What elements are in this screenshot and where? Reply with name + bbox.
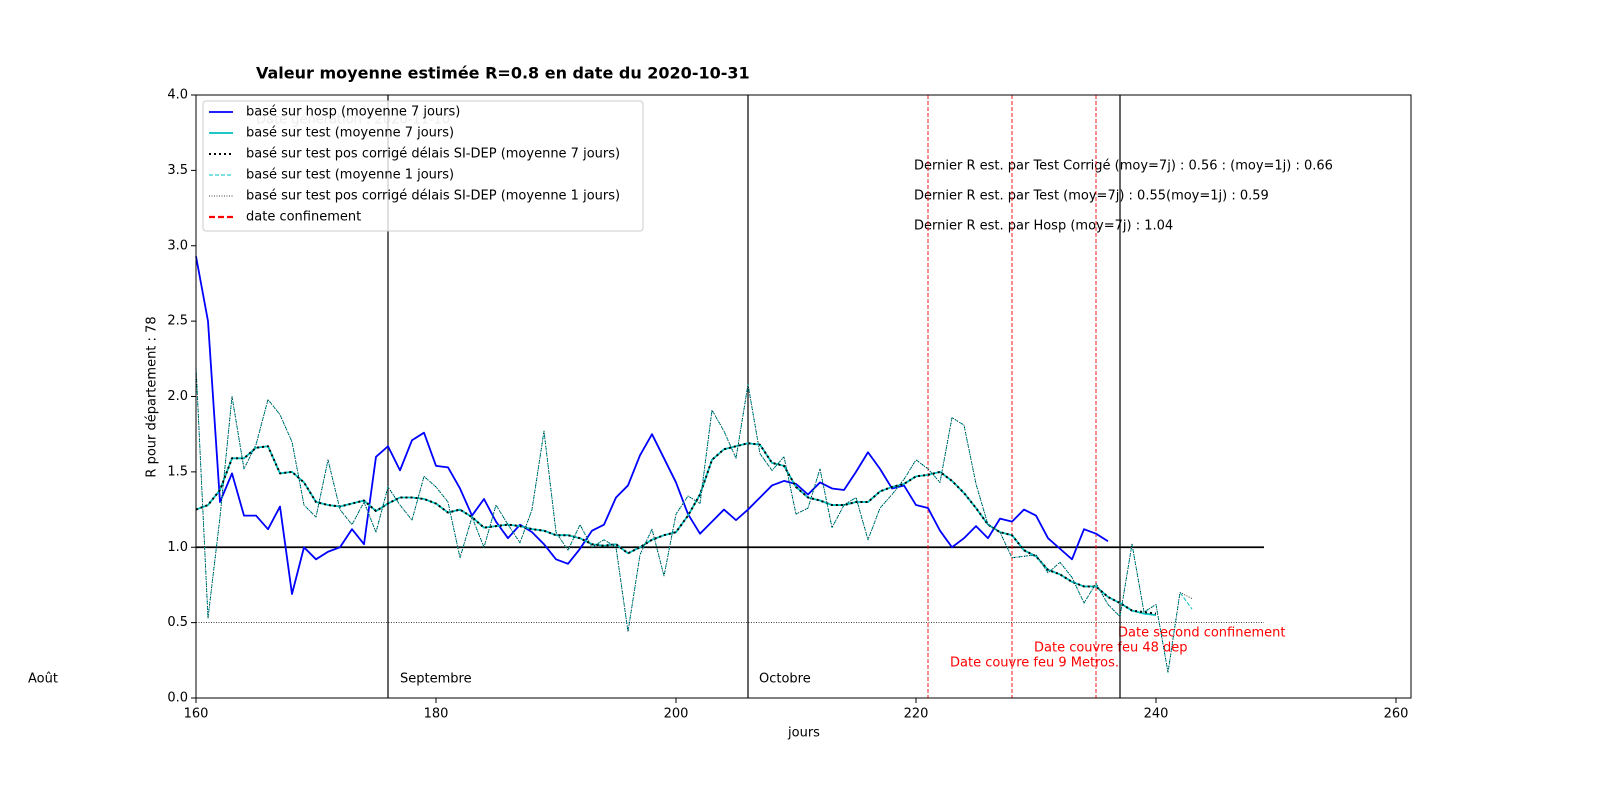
plot-frame	[195, 94, 1412, 699]
summary-text: Dernier R est. par Hosp (moy=7j) : 1.04	[914, 219, 1173, 234]
y-tick-label: 1.5	[167, 464, 188, 479]
summary-text: Dernier R est. par Test (moy=7j) : 0.55(…	[914, 189, 1269, 204]
legend-box	[202, 100, 644, 232]
annotation: Date couvre feu 48 dep	[1034, 641, 1188, 656]
x-tick-label: 200	[664, 707, 689, 722]
legend-label: basé sur test pos corrigé délais SI-DEP …	[246, 189, 620, 204]
summary-text: Dernier R est. par Test Corrigé (moy=7j)…	[914, 159, 1333, 174]
y-tick-label: 4.0	[167, 88, 188, 103]
legend-label: basé sur test (moyenne 7 jours)	[246, 126, 454, 141]
legend-label: basé sur hosp (moyenne 7 jours)	[246, 105, 460, 120]
month-label: Septembre	[400, 672, 472, 687]
legend-label: basé sur test pos corrigé délais SI-DEP …	[246, 147, 620, 162]
x-tick-label: 260	[1384, 707, 1409, 722]
annotation: Date second confinement	[1118, 626, 1285, 641]
series-line	[195, 256, 1109, 595]
y-tick-label: 2.0	[167, 389, 188, 404]
x-axis-label: jours	[787, 726, 820, 741]
month-label: Août	[28, 672, 58, 687]
month-label: Octobre	[759, 672, 811, 687]
x-tick-label: 240	[1144, 707, 1169, 722]
y-tick-label: 1.0	[167, 540, 188, 555]
y-tick-label: 0.5	[167, 615, 188, 630]
x-tick-label: 160	[184, 707, 209, 722]
legend-label: date confinement	[246, 210, 361, 225]
y-tick-label: 0.0	[167, 691, 188, 706]
y-axis-label: R pour département : 78	[145, 316, 160, 477]
annotation: Date couvre feu 9 Metros.	[950, 656, 1119, 671]
y-tick-label: 2.5	[167, 314, 188, 329]
x-tick-label: 180	[424, 707, 449, 722]
chart-title: Valeur moyenne estimée R=0.8 en date du …	[256, 64, 750, 83]
x-tick-label: 220	[904, 707, 929, 722]
y-tick-label: 3.5	[167, 163, 188, 178]
legend-label: basé sur test (moyenne 1 jours)	[246, 168, 454, 183]
series-line	[195, 366, 1193, 673]
y-tick-label: 3.0	[167, 238, 188, 253]
